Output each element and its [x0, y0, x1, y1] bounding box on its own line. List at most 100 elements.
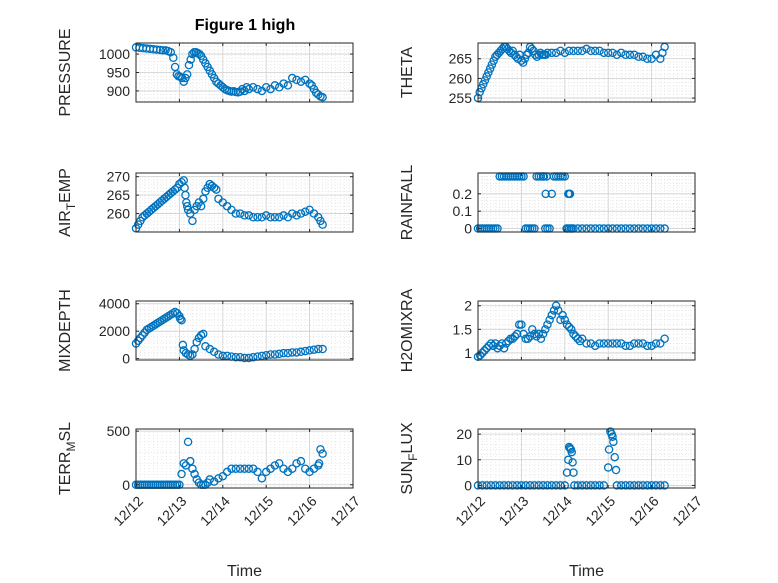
data-point [517, 320, 526, 329]
y-tick-label: 2000 [99, 323, 130, 339]
y-tick-label: 10 [456, 452, 472, 468]
data-point [547, 48, 557, 58]
data-point [235, 209, 245, 218]
data-point [499, 481, 509, 490]
y-tick-label: 260 [107, 206, 131, 222]
data-point [603, 463, 613, 472]
y-tick-label: 0 [464, 477, 472, 493]
y-tick-label: 900 [107, 83, 131, 99]
data-point [318, 92, 327, 102]
data-point [266, 212, 275, 222]
data-point [586, 46, 596, 56]
data-point [573, 481, 583, 490]
grid [477, 172, 696, 233]
data-point [235, 464, 245, 473]
data-point [660, 334, 669, 344]
axes-3: 0 0.10.2 RAINFALL [399, 165, 696, 240]
data-point [608, 432, 617, 441]
data-point [480, 346, 489, 355]
data-point [549, 306, 559, 315]
data-point [573, 46, 583, 56]
data-point [510, 332, 520, 341]
data-point [188, 464, 197, 473]
data-point [564, 46, 574, 56]
data-point [475, 87, 484, 97]
data-series [473, 42, 669, 103]
axes-box [477, 42, 696, 103]
data-point [530, 329, 539, 339]
y-tick-label: 260 [449, 70, 473, 86]
data-point [318, 344, 327, 354]
y-tick-label: 1000 [99, 46, 130, 62]
data-point [609, 437, 618, 447]
data-point [565, 443, 575, 453]
data-point [488, 341, 498, 351]
data-point [567, 325, 576, 334]
data-point [625, 341, 635, 351]
data-point [235, 87, 245, 96]
y-tick-label: 0 [122, 477, 130, 493]
data-point [547, 481, 557, 490]
y-tick-label: 0 [122, 351, 130, 367]
data-point [151, 320, 160, 329]
data-point [517, 481, 526, 490]
data-point [292, 348, 301, 357]
data-point [638, 52, 648, 62]
data-point [577, 334, 587, 344]
data-point [164, 311, 173, 321]
data-point [190, 469, 199, 479]
axes-0: 900 950 1000 PRESSURE [57, 28, 354, 117]
data-point [248, 353, 258, 362]
y-tick-label: 4000 [99, 296, 130, 312]
data-point [287, 348, 297, 357]
data-point [274, 349, 284, 359]
data-point [257, 351, 267, 361]
data-point [616, 481, 626, 490]
data-point [157, 315, 167, 325]
data-point [611, 465, 621, 475]
data-point [534, 329, 544, 339]
data-point [564, 322, 574, 332]
grid [135, 301, 354, 360]
y-axis-label: H2OMIXRA [399, 288, 416, 372]
data-point [625, 481, 635, 490]
data-point [610, 452, 619, 462]
data-point [603, 48, 613, 58]
x-axis-label: Time [227, 563, 262, 580]
data-point [287, 209, 297, 218]
data-point [244, 353, 254, 363]
data-point [599, 481, 609, 490]
data-point [551, 301, 561, 310]
data-point [209, 183, 219, 192]
data-point [651, 481, 661, 490]
data-point [486, 481, 496, 490]
data-point [248, 83, 258, 92]
data-point [182, 70, 192, 79]
data-point [556, 315, 565, 325]
data-point [567, 447, 576, 457]
data-point [183, 437, 193, 447]
data-point [257, 212, 267, 222]
axes-box [477, 428, 696, 489]
data-point [274, 459, 284, 468]
data-point [301, 207, 310, 216]
data-point [564, 455, 573, 465]
data-series [473, 301, 669, 361]
data-point [177, 315, 186, 325]
data-point [521, 481, 530, 490]
axes-5: 1 1.5 2 H2OMIXRA [399, 288, 696, 372]
plot-area [478, 301, 695, 360]
y-tick-label: 1 [464, 345, 472, 361]
data-point [261, 83, 271, 92]
data-point [238, 84, 247, 94]
data-point [508, 334, 517, 344]
data-point [603, 339, 613, 348]
data-point [643, 341, 652, 351]
data-point [314, 459, 324, 468]
data-point [541, 189, 550, 199]
data-point [660, 481, 669, 490]
data-point [142, 325, 152, 335]
data-point [214, 474, 223, 483]
y-tick-label: 0.2 [453, 186, 473, 202]
